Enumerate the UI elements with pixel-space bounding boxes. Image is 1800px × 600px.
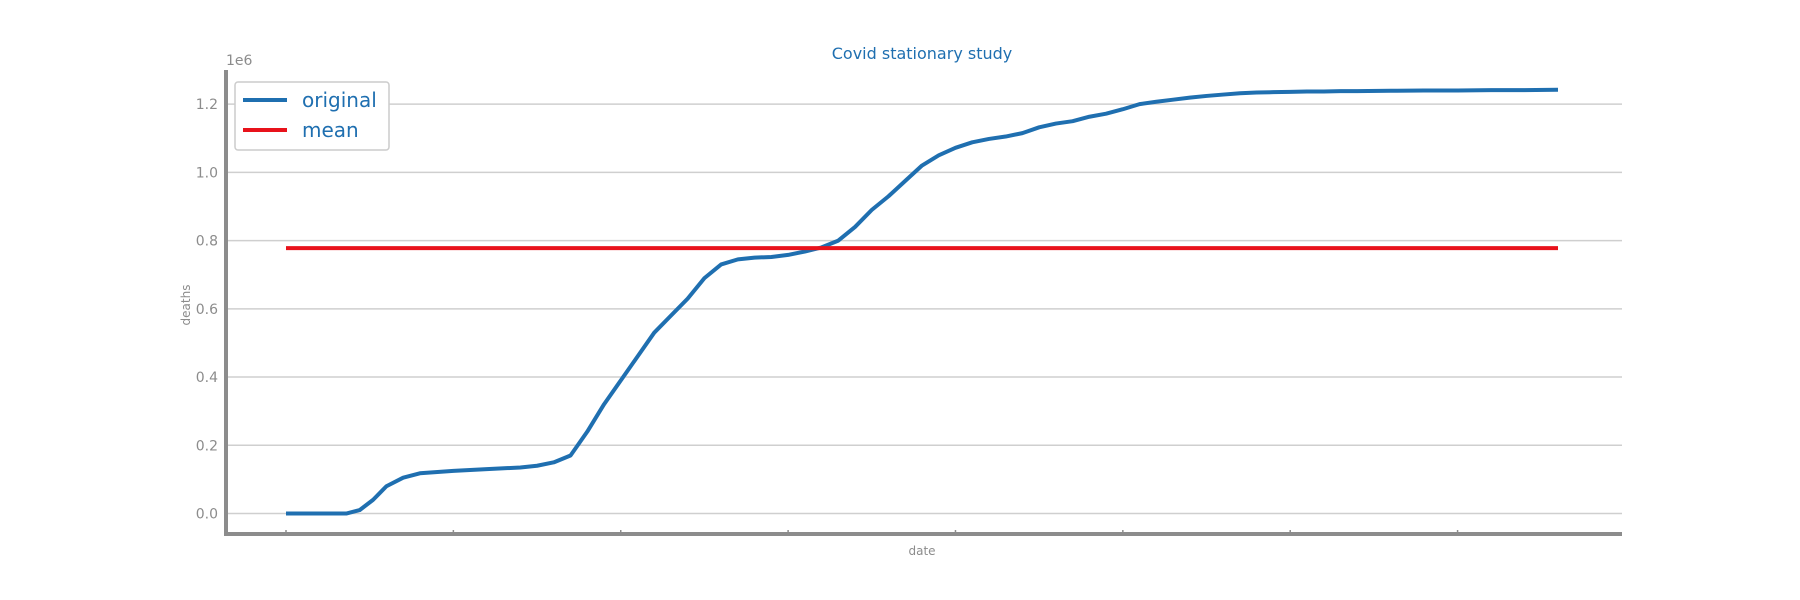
y-tick-label: 0.8 [196,234,218,250]
x-axis-label: date [908,544,935,558]
legend-label-mean: mean [302,118,359,142]
y-scale-label: 1e6 [226,53,253,69]
y-tick-label: 0.6 [196,302,218,318]
y-axis-label: deaths [179,285,193,326]
y-tick-label: 0.0 [196,507,218,523]
chart-title: Covid stationary study [832,44,1013,63]
legend-label-original: original [302,88,377,112]
axes-layer: 0.0 0.2 0.4 0.6 0.8 1.0 1.2 [196,70,1622,536]
y-tick-label: 1.2 [196,97,218,113]
y-tick-label: 0.4 [196,370,218,386]
y-tick-label: 1.0 [196,165,218,181]
series-line-original [286,87,1559,516]
legend: original mean [234,81,390,151]
y-tick-label: 0.2 [196,438,218,454]
grid-layer [226,103,1622,515]
series-layer [286,87,1559,516]
